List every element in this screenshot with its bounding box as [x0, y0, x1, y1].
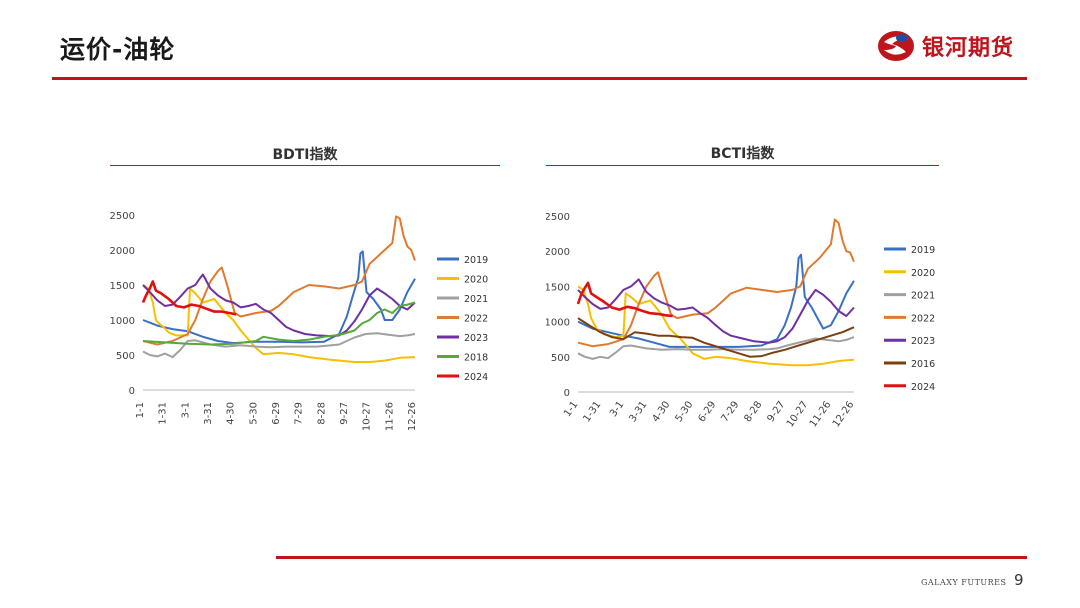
legend-label-2021: 2021	[911, 291, 935, 302]
series-line-2019	[577, 253, 855, 348]
page-number: 9	[1014, 571, 1024, 589]
series-line-2023	[577, 278, 855, 344]
x-tick-label: 3-31	[203, 402, 214, 425]
legend-label-2024: 2024	[464, 372, 488, 383]
y-tick-label: 2000	[546, 247, 570, 258]
y-tick-label: 500	[116, 351, 135, 362]
y-tick-label: 1500	[546, 282, 570, 293]
x-tick-label: 6-29	[696, 399, 718, 424]
series-line-2021	[142, 332, 416, 359]
x-tick-label: 7-29	[294, 402, 305, 425]
bdti-line-chart: 0 500 1000 1500 2000 2500 1-1 1-31 3-1 3-31 4-30 5-…	[110, 211, 488, 431]
legend-label-2019: 2019	[911, 245, 935, 256]
x-tick-label: 3-1	[608, 399, 626, 419]
legend-label-2021: 2021	[464, 294, 488, 305]
legend-label-2020: 2020	[464, 275, 488, 286]
x-tick-label: 9-27	[765, 399, 787, 424]
bdti-chart-title: BDTI指数	[272, 147, 338, 163]
y-tick-label: 2500	[110, 211, 135, 222]
y-tick-label: 0	[564, 388, 570, 399]
y-tick-label: 0	[129, 386, 135, 397]
legend-label-2016: 2016	[911, 359, 935, 370]
x-tick-label: 1-1	[135, 402, 146, 418]
x-tick-label: 4-30	[226, 402, 237, 425]
x-tick-label: 12-26	[407, 402, 418, 431]
series-line-2023	[142, 273, 416, 338]
series-line-2024	[141, 280, 237, 316]
series-line-2018	[142, 301, 416, 346]
x-tick-label: 5-30	[673, 399, 695, 424]
legend-label-2024: 2024	[911, 382, 935, 393]
footer-divider	[276, 556, 1027, 559]
y-tick-label: 1000	[546, 318, 570, 329]
x-tick-label: 10-27	[362, 402, 373, 431]
series-line-2019	[142, 250, 416, 345]
x-tick-label: 3-1	[180, 402, 191, 418]
x-tick-label: 1-31	[581, 399, 603, 424]
bcti-chart-panel: BCTI指数 0 500 1000 1500 2000 2500 1-1 1-31 3-1 3-3…	[546, 140, 939, 440]
x-tick-label: 3-31	[627, 399, 649, 424]
series-line-2020	[142, 284, 416, 363]
logo-text: 银河期货	[922, 36, 1015, 61]
y-tick-label: 2000	[110, 246, 135, 257]
slide-title: 运价-油轮	[60, 35, 176, 64]
y-tick-label: 1000	[110, 316, 135, 327]
legend-label-2023: 2023	[911, 336, 935, 347]
y-tick-label: 2500	[546, 212, 570, 223]
legend-label-2023: 2023	[464, 333, 488, 344]
x-tick-label: 12-26	[831, 399, 857, 429]
y-tick-label: 1500	[110, 281, 135, 292]
footer-brand: GALAXY FUTURES	[921, 578, 1007, 587]
series-line-2021	[577, 336, 855, 360]
x-tick-label: 1-31	[158, 402, 169, 425]
y-tick-label: 500	[551, 353, 570, 364]
x-tick-label: 9-27	[339, 402, 350, 425]
x-tick-label: 1-1	[562, 399, 580, 419]
bdti-chart-panel: BDTI指数 0 500 1000 1500 2000 2500 1-1 1-31 3-1 3-3…	[110, 140, 500, 440]
galaxy-logo-icon	[878, 31, 914, 61]
legend-label-2022: 2022	[464, 314, 488, 325]
x-tick-label: 11-26	[384, 402, 395, 431]
series-line-2022	[577, 218, 855, 348]
x-tick-label: 8-28	[742, 399, 764, 424]
bdti-title-rule	[110, 165, 500, 166]
bcti-line-chart: 0 500 1000 1500 2000 2500 1-1 1-31 3-1 3-31 4-30 5-…	[546, 212, 935, 430]
x-tick-label: 5-30	[248, 402, 259, 425]
header-divider	[52, 77, 1027, 80]
series-line-2016	[577, 317, 855, 358]
legend-label-2018: 2018	[464, 353, 488, 364]
x-tick-label: 6-29	[271, 402, 282, 425]
legend-label-2020: 2020	[911, 268, 935, 279]
bcti-chart-title: BCTI指数	[710, 146, 775, 162]
x-tick-label: 4-30	[650, 399, 672, 424]
x-tick-label: 11-26	[808, 399, 834, 429]
series-line-2024	[576, 281, 673, 318]
legend-label-2022: 2022	[911, 313, 935, 324]
x-tick-label: 10-27	[785, 399, 811, 429]
x-tick-label: 8-28	[316, 402, 327, 425]
x-tick-label: 7-29	[719, 399, 741, 424]
series-line-2022	[142, 215, 416, 346]
bcti-title-rule	[546, 165, 939, 166]
logo: 银河期货	[876, 28, 1014, 64]
legend-label-2019: 2019	[464, 255, 488, 266]
